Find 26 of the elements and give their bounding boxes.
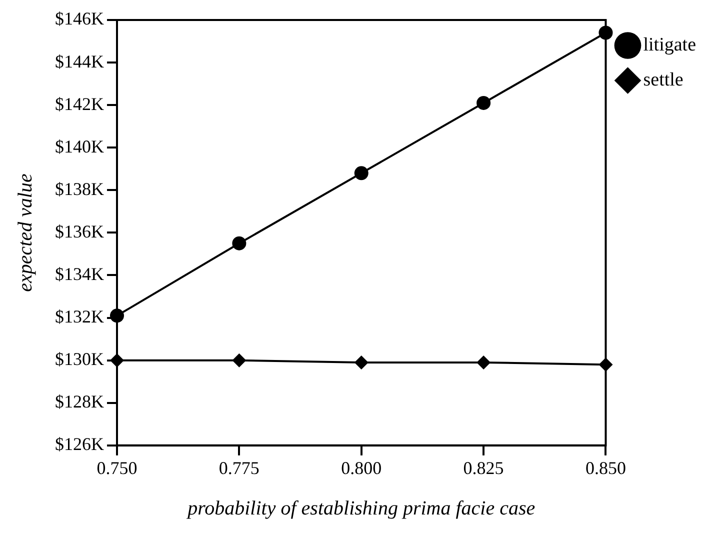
y-tick-label: $136K (55, 221, 104, 242)
point (354, 166, 368, 180)
point (232, 353, 246, 368)
y-tick-label: $134K (55, 264, 104, 284)
point (476, 96, 491, 110)
x-axis-title: probability of establishing prima facie case (186, 497, 536, 520)
x-tick-label: 0.775 (218, 458, 260, 478)
y-tick-label: $130K (55, 349, 104, 370)
y-tick-label: $140K (55, 136, 104, 156)
point (354, 355, 368, 370)
y-tick-label: $126K (55, 434, 104, 454)
y-tick-label: $146K (55, 8, 104, 29)
y-tick-label: $142K (55, 94, 104, 114)
x-tick-label: 0.750 (96, 458, 138, 478)
legend-label: settle (643, 69, 684, 90)
x-tick-label: 0.825 (463, 458, 504, 478)
legend-label: litigate (643, 34, 696, 56)
x-tick-label: 0.800 (341, 458, 382, 478)
x-tick-label: 0.850 (585, 458, 626, 478)
y-axis-title: expected value (14, 173, 36, 292)
y-tick-label: $144K (55, 51, 104, 72)
y-tick-label: $128K (55, 392, 104, 412)
point (476, 355, 491, 370)
y-tick-label: $132K (55, 306, 104, 327)
y-tick-label: $138K (55, 178, 104, 199)
point (232, 236, 246, 250)
